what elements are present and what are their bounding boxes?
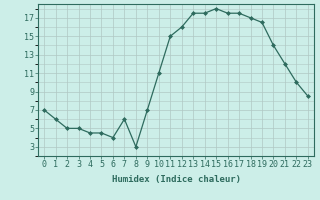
X-axis label: Humidex (Indice chaleur): Humidex (Indice chaleur) [111,175,241,184]
